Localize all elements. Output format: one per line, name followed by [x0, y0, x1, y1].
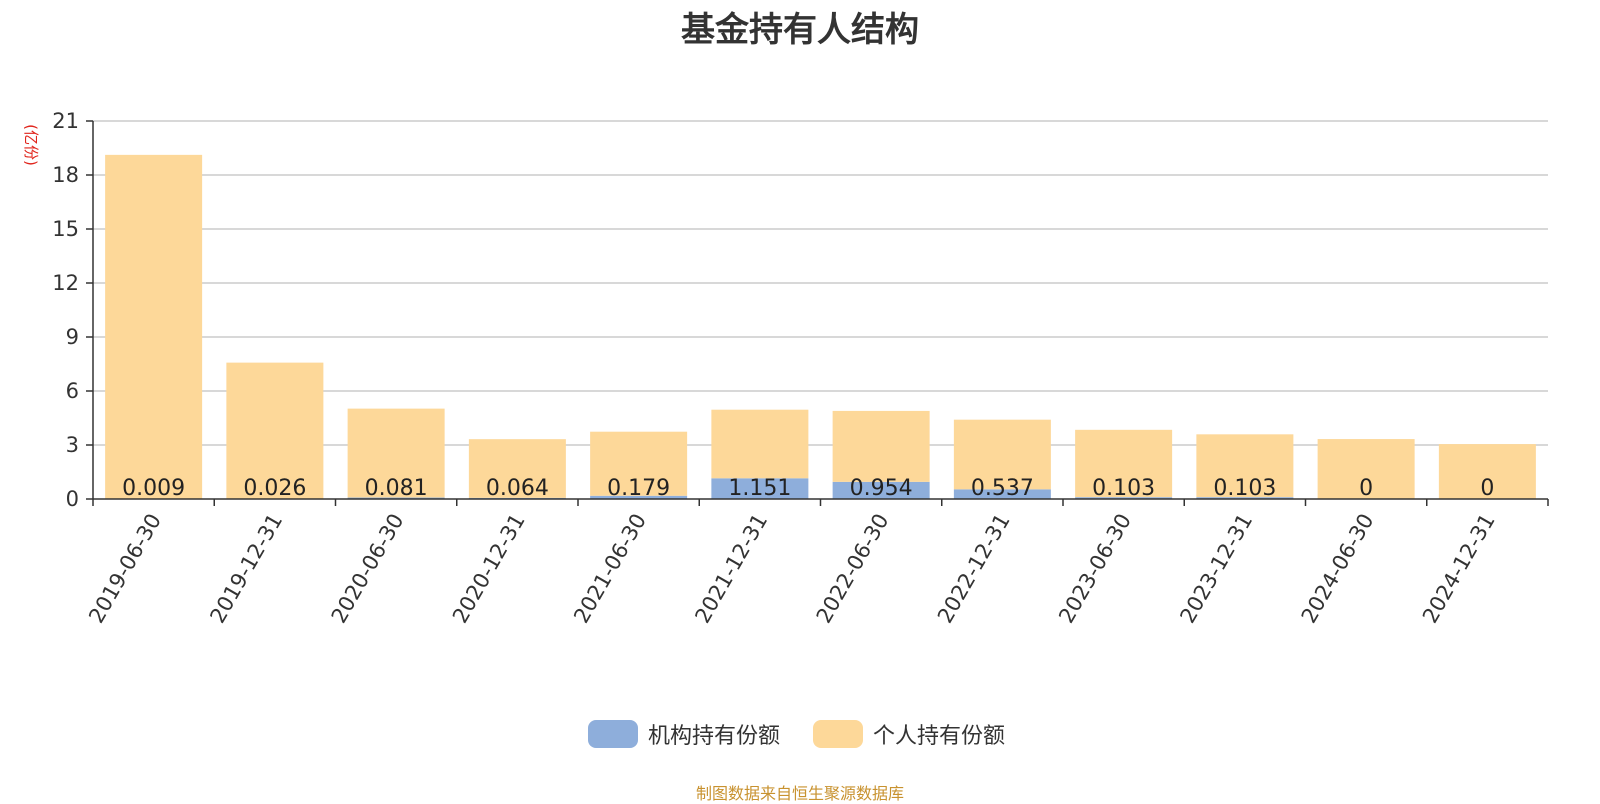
- legend-swatch-1: [813, 720, 863, 748]
- x-tick-label-2022-12-31: 2022-12-31: [933, 510, 1015, 628]
- y-tick-label-12: 12: [52, 271, 79, 295]
- bar-individual-2019-06-30: [105, 155, 202, 499]
- x-tick-label-2020-12-31: 2020-12-31: [448, 510, 530, 628]
- legend-swatch-0: [588, 720, 638, 748]
- legend-label-0: 机构持有份额: [648, 724, 780, 749]
- data-label-2023-12-31: 0.103: [1213, 476, 1276, 501]
- y-axis-label: (亿份): [22, 124, 40, 166]
- legend: 机构持有份额 个人持有份额: [588, 720, 1005, 749]
- bars: [105, 155, 1536, 499]
- y-tick-label-18: 18: [52, 163, 79, 187]
- data-label-2022-06-30: 0.954: [850, 476, 913, 501]
- x-tick-label-2023-06-30: 2023-06-30: [1054, 510, 1136, 628]
- data-label-2024-12-31: 0: [1480, 476, 1494, 501]
- legend-item-individual: 个人持有份额: [813, 720, 1005, 749]
- x-tick-label-2019-12-31: 2019-12-31: [205, 510, 287, 628]
- x-tick-label-2020-06-30: 2020-06-30: [327, 510, 409, 628]
- x-tick-label-2023-12-31: 2023-12-31: [1175, 510, 1257, 628]
- y-tick-label-21: 21: [52, 109, 79, 133]
- bar-individual-2021-12-31: [711, 410, 808, 479]
- data-label-2021-06-30: 0.179: [607, 476, 670, 501]
- x-tick-label-2021-12-31: 2021-12-31: [690, 510, 772, 628]
- data-label-2020-06-30: 0.081: [365, 476, 428, 501]
- x-tick-label-2019-06-30: 2019-06-30: [84, 510, 166, 628]
- x-tick-label-2022-06-30: 2022-06-30: [812, 510, 894, 628]
- data-label-2019-12-31: 0.026: [243, 476, 306, 501]
- y-tick-label-0: 0: [66, 487, 79, 511]
- x-tick-label-2024-06-30: 2024-06-30: [1297, 510, 1379, 628]
- data-label-2019-06-30: 0.009: [122, 476, 185, 501]
- legend-item-institution: 机构持有份额: [588, 720, 780, 749]
- y-tick-label-9: 9: [66, 325, 79, 349]
- data-label-2022-12-31: 0.537: [971, 476, 1034, 501]
- data-label-2021-12-31: 1.151: [728, 476, 791, 501]
- x-tick-label-2021-06-30: 2021-06-30: [569, 510, 651, 628]
- data-label-2020-12-31: 0.064: [486, 476, 549, 501]
- y-tick-label-6: 6: [66, 379, 79, 403]
- data-label-2023-06-30: 0.103: [1092, 476, 1155, 501]
- legend-label-1: 个人持有份额: [873, 724, 1005, 749]
- bar-individual-2022-06-30: [833, 411, 930, 482]
- y-tick-label-15: 15: [52, 217, 79, 241]
- y-tick-label-3: 3: [66, 433, 79, 457]
- data-label-2024-06-30: 0: [1359, 476, 1373, 501]
- source-footer: 制图数据来自恒生聚源数据库: [0, 780, 1600, 804]
- x-tick-label-2024-12-31: 2024-12-31: [1418, 510, 1500, 628]
